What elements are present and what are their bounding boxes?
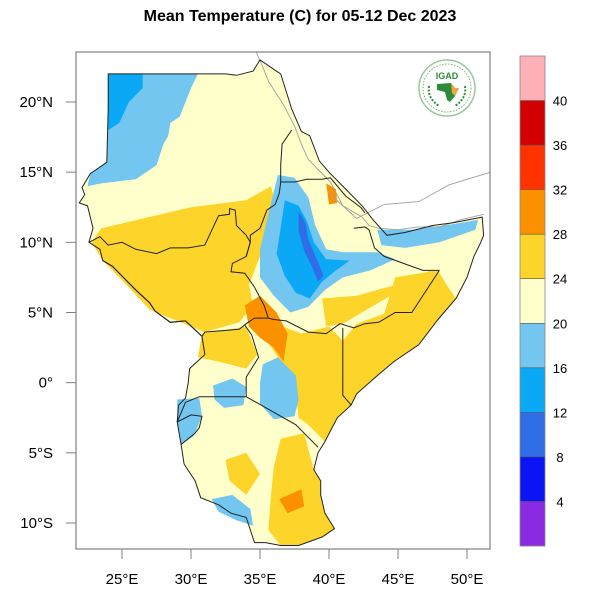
colorbar-bin [520, 456, 545, 502]
colorbar-bin [520, 56, 545, 101]
colorbar-label: 16 [553, 361, 567, 376]
coastline-lines [255, 52, 490, 231]
y-axis: 20°N 15°N 10°N 5°N 0° 5°S 10°S [19, 94, 76, 532]
region-tanzania-hot-spot [279, 489, 305, 514]
temperature-regions [79, 59, 484, 546]
x-tick-label: 45°E [382, 571, 415, 588]
horn-of-africa-icon [451, 83, 459, 96]
country-border [245, 181, 282, 257]
country-borders [78, 59, 485, 546]
region-kenya-highlands-cool [260, 357, 299, 420]
x-tick-label: 50°E [451, 571, 484, 588]
y-tick-label: 5°S [29, 445, 53, 462]
country-border [244, 324, 260, 397]
country-border [353, 226, 370, 231]
laurel-right-icon [454, 85, 467, 107]
y-tick-label: 20°N [19, 94, 53, 111]
country-border [342, 327, 352, 406]
country-border [185, 396, 319, 448]
x-tick-label: 40°E [313, 571, 346, 588]
logo-text: IGAD [436, 71, 459, 81]
region-somaliland-cool [377, 219, 478, 248]
region-rwanda-burundi-cool [177, 398, 202, 445]
plot-area [78, 52, 490, 546]
country-border [88, 208, 269, 319]
laurel-left-icon [427, 85, 440, 107]
y-tick-label: 0° [39, 375, 53, 392]
country-border [176, 402, 186, 423]
x-tick-label: 35°E [244, 571, 277, 588]
region-sudan-mid-mild [86, 81, 274, 218]
colorbar-bin [520, 501, 545, 547]
x-axis: 25°E 30°E 35°E 40°E 45°E 50°E [106, 549, 484, 588]
region-uganda-warm [197, 326, 258, 369]
colorbar-label: 40 [553, 94, 567, 109]
y-tick-label: 10°S [20, 515, 53, 532]
colorbar-label: 32 [553, 183, 567, 198]
colorbar-frame [519, 55, 546, 547]
region-somalia-south-warm [342, 270, 456, 406]
region-tanzania-central-warm [225, 452, 260, 495]
colorbar-bin [520, 278, 545, 324]
colorbar-label: 4 [556, 494, 563, 509]
x-tick-label: 25°E [106, 571, 139, 588]
colorbar-bin [520, 367, 545, 413]
region-east-ethiopia-warm [322, 270, 438, 327]
region-danakil-hot [326, 183, 338, 205]
colorbar-label: 24 [553, 272, 567, 287]
country-border [102, 260, 269, 338]
colorbar: 4 8 12 16 20 24 28 32 36 40 [519, 55, 567, 547]
country-border [268, 270, 440, 335]
region-sudan-northwest-cold [108, 73, 143, 131]
igad-logo: IGAD [418, 59, 476, 117]
coast-line [255, 52, 484, 231]
y-tick-label: 5°N [28, 305, 53, 322]
colorbar-bin [520, 189, 545, 235]
colorbar-label: 36 [553, 138, 567, 153]
region-ethiopia-highlands-colder [276, 200, 350, 299]
region-south-sudan-warm [91, 186, 278, 333]
colorbar-label: 28 [553, 227, 567, 242]
colorbar-bin [520, 323, 545, 369]
country-border [368, 229, 440, 271]
region-ethiopia-highlands-coldest [298, 211, 324, 282]
colorbar-bin [520, 100, 545, 146]
colorbar-label: 20 [553, 316, 567, 331]
colorbar-label: 12 [553, 405, 567, 420]
colorbar-bin [520, 145, 545, 190]
chart-title: Mean Temperature (C) for 05-12 Dec 2023 [143, 8, 457, 25]
country-border [176, 414, 203, 445]
y-tick-label: 15°N [19, 164, 53, 181]
region-lake-victoria-cool [213, 378, 247, 408]
colorbar-label: 8 [556, 450, 563, 465]
region-tanzania-sw-cool [211, 494, 254, 526]
country-border [280, 177, 366, 214]
coast-line [328, 171, 490, 220]
region-turkana-hot [244, 295, 288, 362]
x-tick-label: 30°E [175, 571, 208, 588]
country-border [280, 129, 293, 182]
colorbar-bin [520, 412, 545, 458]
y-tick-label: 10°N [19, 234, 53, 251]
plot-frame [75, 51, 491, 550]
colorbar-bin [520, 234, 545, 280]
